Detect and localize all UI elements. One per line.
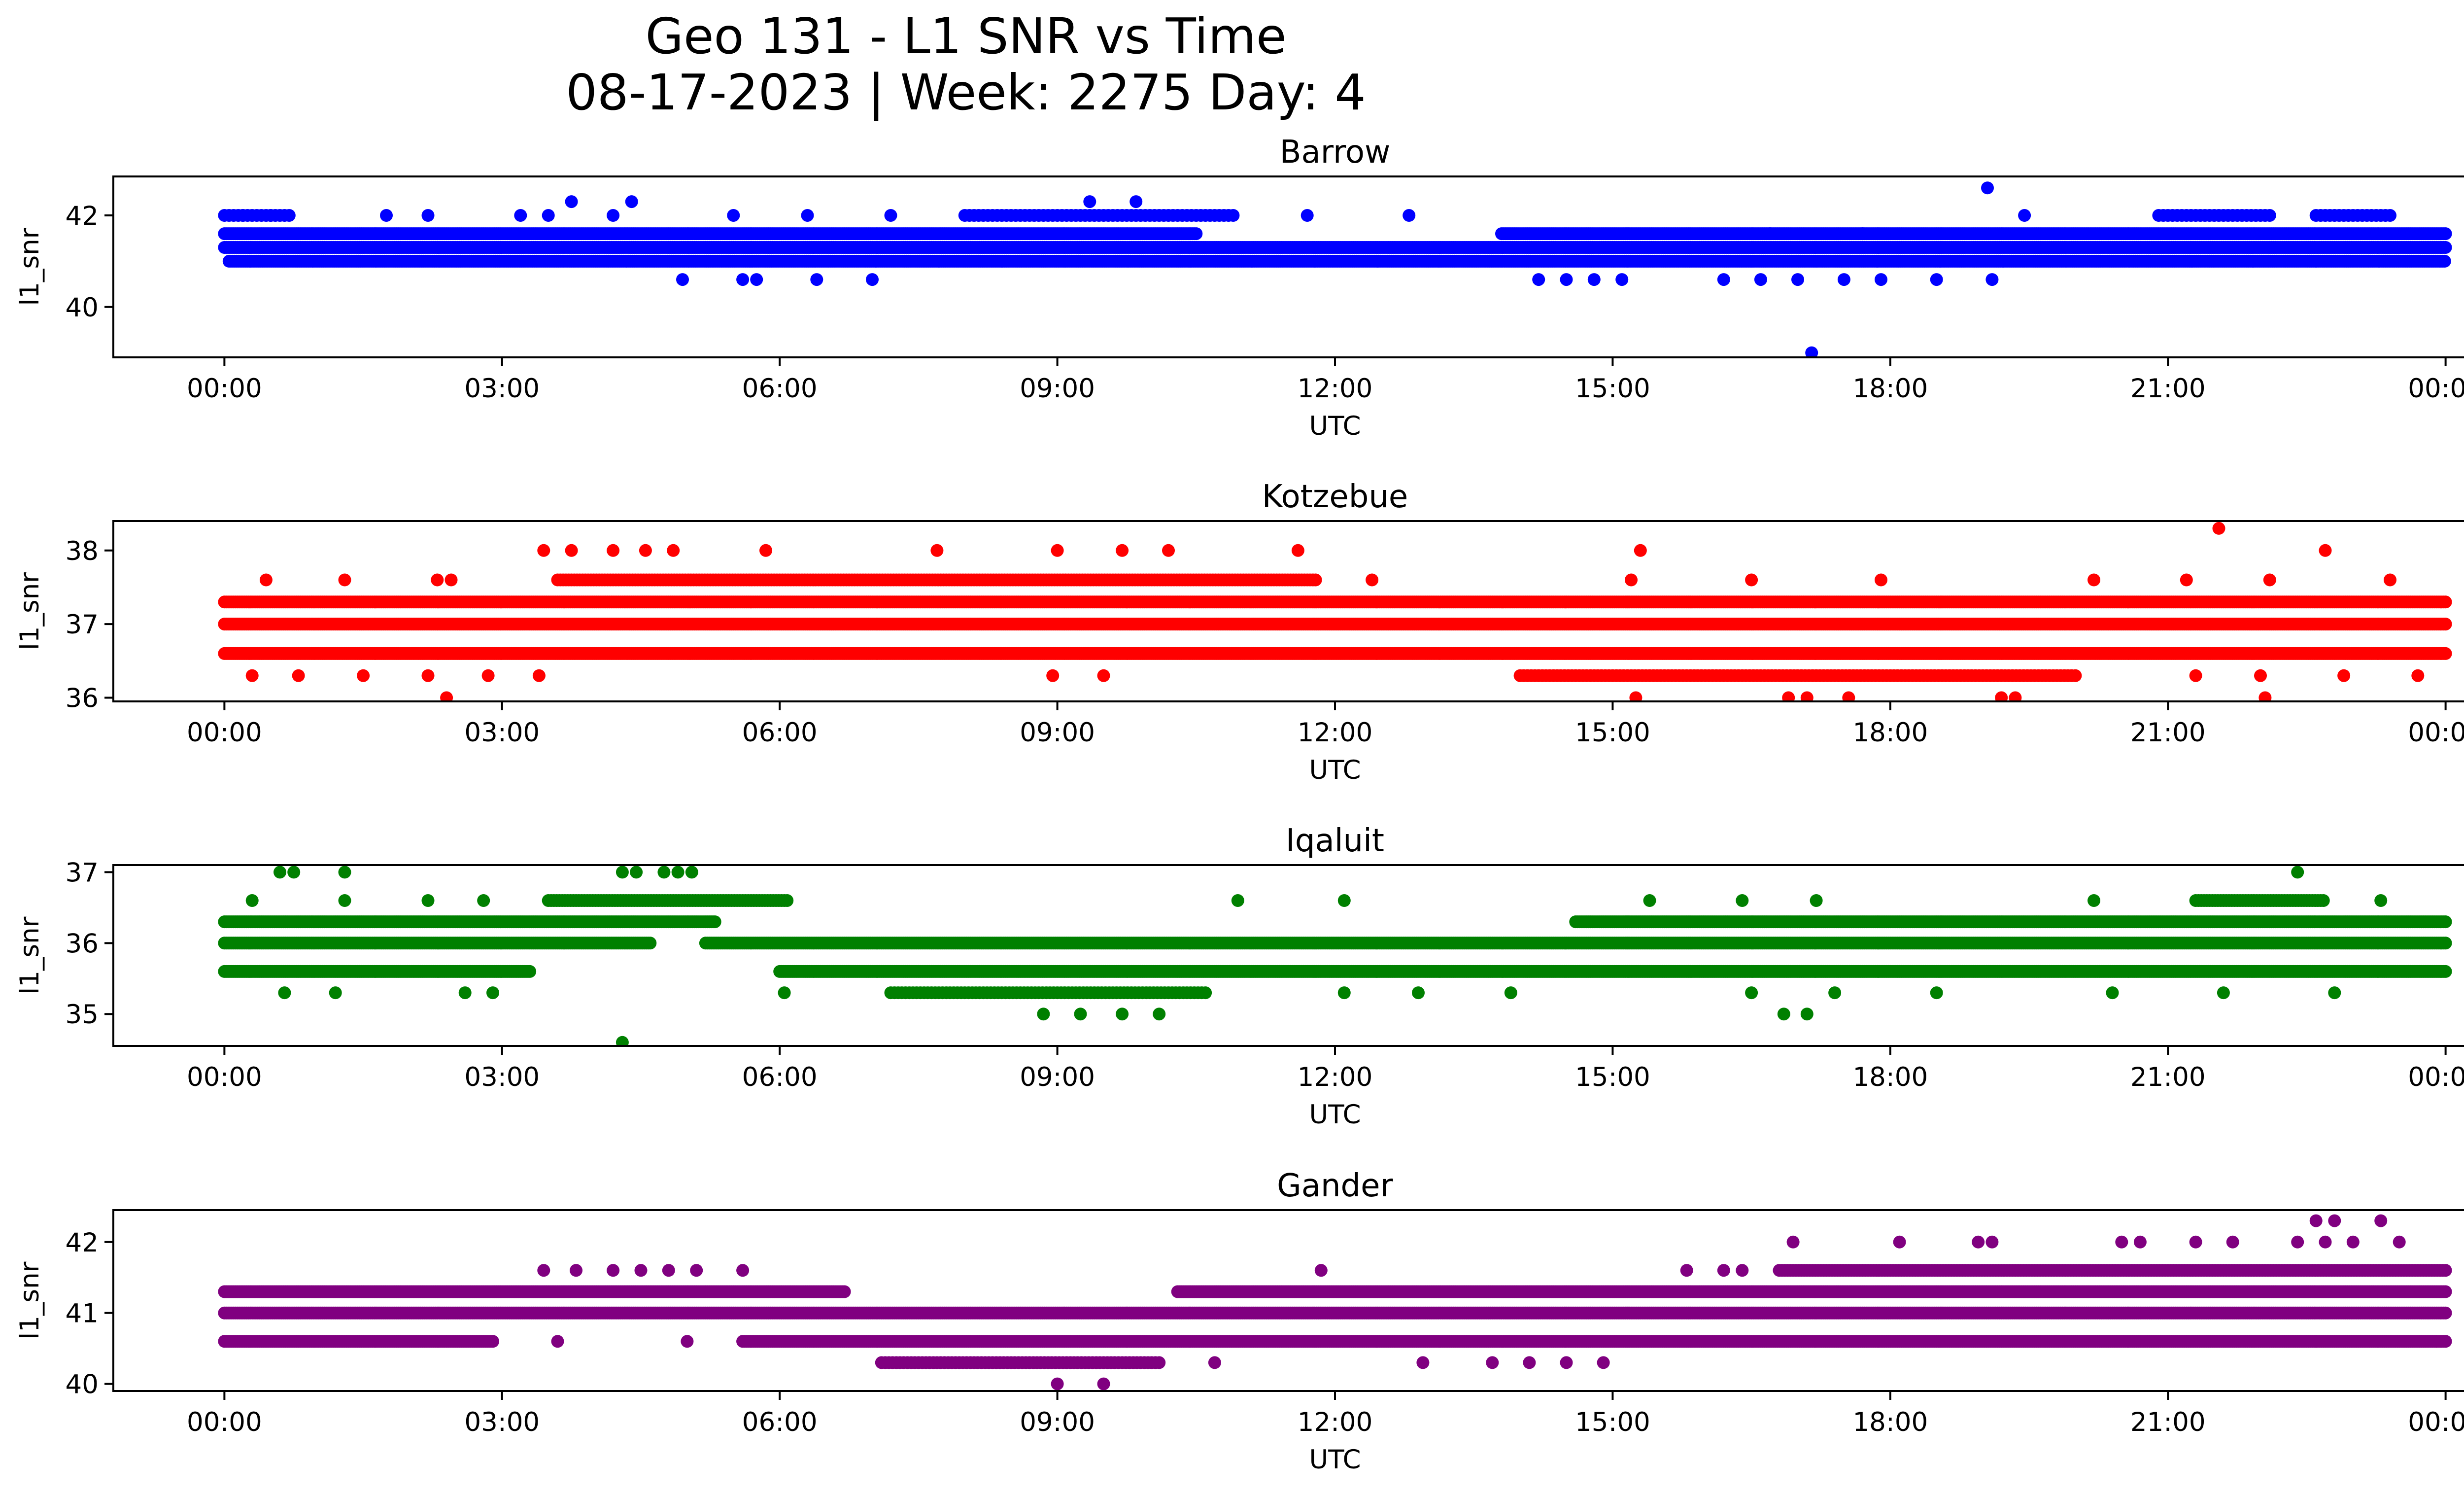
x-tick-label: 06:00 bbox=[742, 374, 818, 404]
data-point bbox=[2018, 209, 2031, 222]
data-point bbox=[1930, 273, 1943, 286]
data-point bbox=[264, 209, 277, 222]
data-point bbox=[607, 209, 620, 222]
data-point bbox=[1615, 273, 1629, 286]
x-tick-label: 12:00 bbox=[1298, 374, 1373, 404]
data-point bbox=[1763, 227, 1777, 241]
x-tick-label: 21:00 bbox=[2130, 374, 2206, 404]
data-points bbox=[218, 181, 2452, 357]
data-point bbox=[380, 209, 393, 222]
data-point bbox=[801, 209, 814, 222]
data-point bbox=[1083, 195, 1096, 209]
data-point bbox=[1981, 181, 1994, 195]
data-point bbox=[2384, 209, 2396, 222]
data-point bbox=[2439, 227, 2452, 241]
figure-title-line-2: 08-17-2023 | Week: 2275 Day: 4 bbox=[566, 64, 1366, 121]
data-point bbox=[1587, 273, 1601, 286]
data-point bbox=[1560, 273, 1573, 286]
y-axis-label: l1_snr bbox=[15, 228, 45, 306]
data-point bbox=[236, 209, 249, 222]
subplot-barrow: Barrow 00:00 03:00 06:00 09:00 12:00 15:00 18:0… bbox=[15, 134, 2464, 441]
data-point bbox=[866, 273, 879, 286]
data-point bbox=[282, 209, 296, 222]
data-point bbox=[542, 209, 555, 222]
x-tick-label: 18:00 bbox=[1852, 374, 1928, 404]
data-point bbox=[1300, 209, 1314, 222]
subplots: Barrow 00:00 03:00 06:00 09:00 12:00 15:00 18:0… bbox=[15, 134, 2464, 1475]
data-point bbox=[514, 209, 527, 222]
data-point bbox=[750, 273, 763, 286]
data-point bbox=[1985, 273, 1999, 286]
data-point bbox=[810, 273, 823, 286]
subplot-title: Kotzebue bbox=[1262, 479, 1408, 515]
data-point bbox=[2439, 618, 2452, 631]
data-point bbox=[1791, 273, 1804, 286]
data-point bbox=[421, 209, 435, 222]
data-point bbox=[1856, 227, 1869, 241]
x-tick-label: 00:00 bbox=[2408, 374, 2464, 404]
data-point bbox=[1837, 273, 1850, 286]
data-point bbox=[2263, 209, 2276, 222]
data-point bbox=[736, 273, 750, 286]
figure-title-line-1: Geo 131 - L1 SNR vs Time bbox=[646, 7, 1287, 65]
data-point bbox=[1805, 346, 1818, 357]
data-points bbox=[218, 522, 2452, 701]
y-tick-label: 42 bbox=[66, 201, 99, 231]
data-point bbox=[676, 273, 689, 286]
data-point bbox=[1190, 227, 1203, 241]
y-tick-label: 40 bbox=[66, 293, 99, 323]
x-tick-label: 09:00 bbox=[1020, 374, 1095, 404]
x-axis-label: UTC bbox=[1309, 411, 1361, 441]
data-point bbox=[1532, 273, 1545, 286]
data-point bbox=[1403, 209, 1416, 222]
data-point bbox=[1754, 273, 1767, 286]
x-tick-label: 15:00 bbox=[1575, 374, 1650, 404]
data-point bbox=[2438, 254, 2451, 268]
data-point bbox=[565, 195, 578, 209]
data-point bbox=[1875, 273, 1887, 286]
x-tick-label: 00:00 bbox=[187, 374, 262, 404]
data-point bbox=[625, 195, 638, 209]
data-point bbox=[1227, 209, 1240, 222]
subplot-title: Barrow bbox=[1280, 134, 1391, 171]
x-tick-label: 03:00 bbox=[464, 374, 540, 404]
data-point bbox=[2439, 241, 2452, 254]
data-point bbox=[1717, 273, 1730, 286]
data-point bbox=[1129, 195, 1143, 209]
data-point bbox=[727, 209, 740, 222]
data-point bbox=[884, 209, 897, 222]
